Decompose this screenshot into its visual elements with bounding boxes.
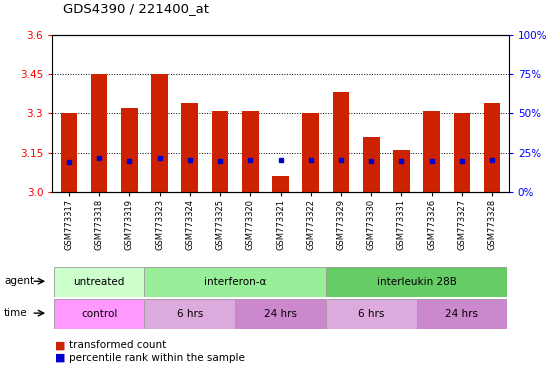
Bar xyxy=(60,113,77,192)
Text: percentile rank within the sample: percentile rank within the sample xyxy=(69,353,245,362)
Bar xyxy=(302,113,319,192)
Text: interleukin 28B: interleukin 28B xyxy=(377,277,456,287)
Text: 24 hrs: 24 hrs xyxy=(446,309,478,319)
Bar xyxy=(454,113,470,192)
Bar xyxy=(182,103,198,192)
Bar xyxy=(151,74,168,192)
Bar xyxy=(272,176,289,192)
Bar xyxy=(242,111,258,192)
Text: GDS4390 / 221400_at: GDS4390 / 221400_at xyxy=(63,2,209,15)
Text: ■: ■ xyxy=(55,353,65,362)
Bar xyxy=(121,108,138,192)
Text: transformed count: transformed count xyxy=(69,340,166,350)
Text: control: control xyxy=(81,309,117,319)
Text: 6 hrs: 6 hrs xyxy=(177,309,203,319)
Text: time: time xyxy=(4,308,28,318)
Text: 6 hrs: 6 hrs xyxy=(358,309,384,319)
Bar xyxy=(363,137,379,192)
Text: untreated: untreated xyxy=(73,277,125,287)
Bar xyxy=(91,74,107,192)
Bar xyxy=(212,111,228,192)
Text: ■: ■ xyxy=(55,340,65,350)
Text: agent: agent xyxy=(4,276,34,286)
Bar xyxy=(393,150,410,192)
Text: interferon-α: interferon-α xyxy=(204,277,266,287)
Bar xyxy=(333,92,349,192)
Bar xyxy=(424,111,440,192)
Bar xyxy=(484,103,500,192)
Text: 24 hrs: 24 hrs xyxy=(264,309,297,319)
